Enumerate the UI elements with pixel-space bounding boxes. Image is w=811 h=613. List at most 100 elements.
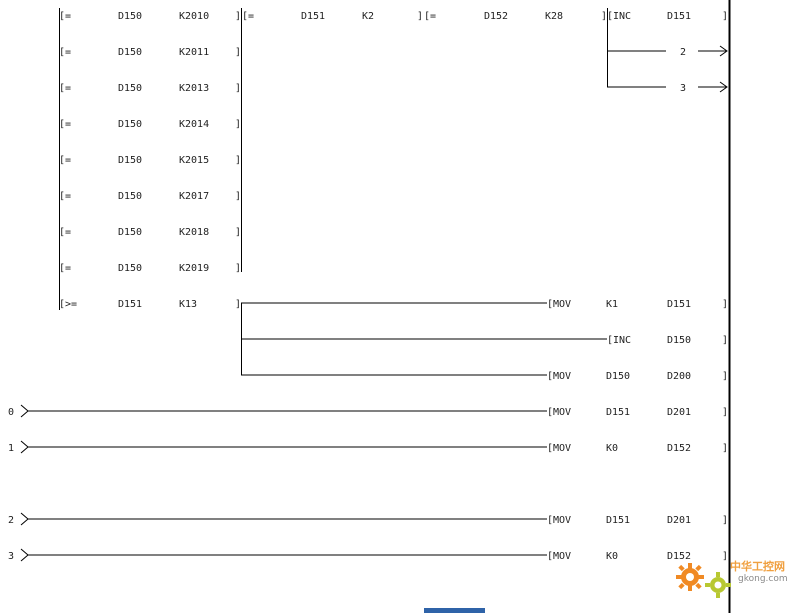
pointer-2-marker xyxy=(20,512,29,526)
close-bracket: ] xyxy=(235,227,241,238)
close-bracket: ] xyxy=(235,299,241,310)
instruction-source: K0 xyxy=(606,443,618,454)
series-compare[interactable]: [= D152 K28 ] xyxy=(424,11,607,22)
instruction-source: D151 xyxy=(606,407,630,418)
compare-operand-a: D150 xyxy=(118,83,142,94)
close-bracket: ] xyxy=(235,119,241,130)
compare-operand-a: D150 xyxy=(118,155,142,166)
compare-operand-b: K13 xyxy=(179,299,197,310)
instruction-source: K0 xyxy=(606,551,618,562)
instruction-source: D151 xyxy=(606,515,630,526)
compare-op: [= xyxy=(59,47,71,58)
compare-operand-b: K28 xyxy=(545,11,563,22)
watermark-url: gkong.com xyxy=(738,574,788,584)
output-instruction[interactable]: [MOV K0 D152 ] xyxy=(547,443,728,454)
close-bracket: ] xyxy=(722,443,728,454)
compare-row[interactable]: [= D150 K2010 ] xyxy=(59,11,241,22)
sheet-tab[interactable] xyxy=(424,608,485,613)
instruction-dest: D201 xyxy=(667,515,691,526)
compare-row[interactable]: [= D150 K2015 ] xyxy=(59,155,241,166)
instruction-op: [MOV xyxy=(547,515,571,526)
close-bracket: ] xyxy=(235,47,241,58)
close-bracket: ] xyxy=(722,551,728,562)
compare-row[interactable]: [= D150 K2014 ] xyxy=(59,119,241,130)
compare-operand-b: K2018 xyxy=(179,227,209,238)
close-bracket: ] xyxy=(235,191,241,202)
instruction-dest: D201 xyxy=(667,407,691,418)
compare-op: [= xyxy=(59,263,71,274)
compare-operand-b: K2011 xyxy=(179,47,209,58)
jump-arrow-2-head xyxy=(719,45,728,57)
instruction-op: [INC xyxy=(607,335,631,346)
watermark-logo: 中华工控网 gkong.com xyxy=(672,551,811,601)
instruction-dest: D150 xyxy=(667,335,691,346)
pointer-label-1[interactable]: 1 xyxy=(8,443,14,454)
close-bracket: ] xyxy=(235,11,241,22)
pointer-label-0[interactable]: 0 xyxy=(8,407,14,418)
instruction-op: [INC xyxy=(607,11,631,22)
compare-operand-b: K2015 xyxy=(179,155,209,166)
compare-operand-b: K2013 xyxy=(179,83,209,94)
jump-label-3[interactable]: 3 xyxy=(680,83,686,94)
compare-op: [= xyxy=(59,83,71,94)
inc-instruction[interactable]: [INC D151 ] xyxy=(607,11,728,22)
instruction-op: [MOV xyxy=(547,371,571,382)
instruction-op: [MOV xyxy=(547,443,571,454)
compare-operand-b: K2019 xyxy=(179,263,209,274)
compare-row[interactable]: [= D150 K2017 ] xyxy=(59,191,241,202)
output-instruction[interactable]: [MOV K0 D152 ] xyxy=(547,551,728,562)
close-bracket: ] xyxy=(722,407,728,418)
compare-row[interactable]: [= D150 K2019 ] xyxy=(59,263,241,274)
close-bracket: ] xyxy=(235,155,241,166)
compare-op: [= xyxy=(242,11,254,22)
close-bracket: ] xyxy=(235,263,241,274)
series-compare[interactable]: [= D151 K2 ] xyxy=(242,11,423,22)
close-bracket: ] xyxy=(417,11,423,22)
compare-operand-b: K2 xyxy=(362,11,374,22)
pointer-label-2[interactable]: 2 xyxy=(8,515,14,526)
compare-operand-a: D151 xyxy=(118,299,142,310)
close-bracket: ] xyxy=(722,11,728,22)
compare-row[interactable]: [= D150 K2013 ] xyxy=(59,83,241,94)
output-instruction[interactable]: [MOV K1 D151 ] xyxy=(547,299,728,310)
instruction-op: [MOV xyxy=(547,407,571,418)
close-bracket: ] xyxy=(722,371,728,382)
output-instruction[interactable]: [MOV D150 D200 ] xyxy=(547,371,728,382)
close-bracket: ] xyxy=(722,335,728,346)
close-bracket: ] xyxy=(235,83,241,94)
compare-operand-b: K2014 xyxy=(179,119,209,130)
close-bracket: ] xyxy=(601,11,607,22)
pointer-3-marker xyxy=(20,548,29,562)
output-instruction[interactable]: [MOV D151 D201 ] xyxy=(547,407,728,418)
compare-row[interactable]: [= D150 K2018 ] xyxy=(59,227,241,238)
pointer-label-3[interactable]: 3 xyxy=(8,551,14,562)
pointer-1-marker xyxy=(20,440,29,454)
compare-operand-a: D150 xyxy=(118,11,142,22)
compare-row[interactable]: [>= D151 K13 ] xyxy=(59,299,241,310)
jump-arrow-3-head xyxy=(719,81,728,93)
compare-op: [= xyxy=(59,155,71,166)
instruction-op: [MOV xyxy=(547,551,571,562)
output-instruction[interactable]: [INC D150 ] xyxy=(607,335,728,346)
compare-op: [= xyxy=(59,11,71,22)
close-bracket: ] xyxy=(722,299,728,310)
compare-op: [= xyxy=(59,191,71,202)
instruction-dest: D151 xyxy=(667,299,691,310)
compare-operand-a: D152 xyxy=(484,11,508,22)
instruction-dest: D200 xyxy=(667,371,691,382)
output-instruction[interactable]: [MOV D151 D201 ] xyxy=(547,515,728,526)
compare-op: [= xyxy=(424,11,436,22)
instruction-source: D150 xyxy=(606,371,630,382)
jump-label-2[interactable]: 2 xyxy=(680,47,686,58)
compare-op: [= xyxy=(59,227,71,238)
compare-operand-b: K2017 xyxy=(179,191,209,202)
compare-row[interactable]: [= D150 K2011 ] xyxy=(59,47,241,58)
pointer-0-marker xyxy=(20,404,29,418)
compare-op: [= xyxy=(59,119,71,130)
instruction-op: [MOV xyxy=(547,299,571,310)
compare-operand-a: D150 xyxy=(118,227,142,238)
compare-operand-b: K2010 xyxy=(179,11,209,22)
compare-operand-a: D150 xyxy=(118,47,142,58)
close-bracket: ] xyxy=(722,515,728,526)
